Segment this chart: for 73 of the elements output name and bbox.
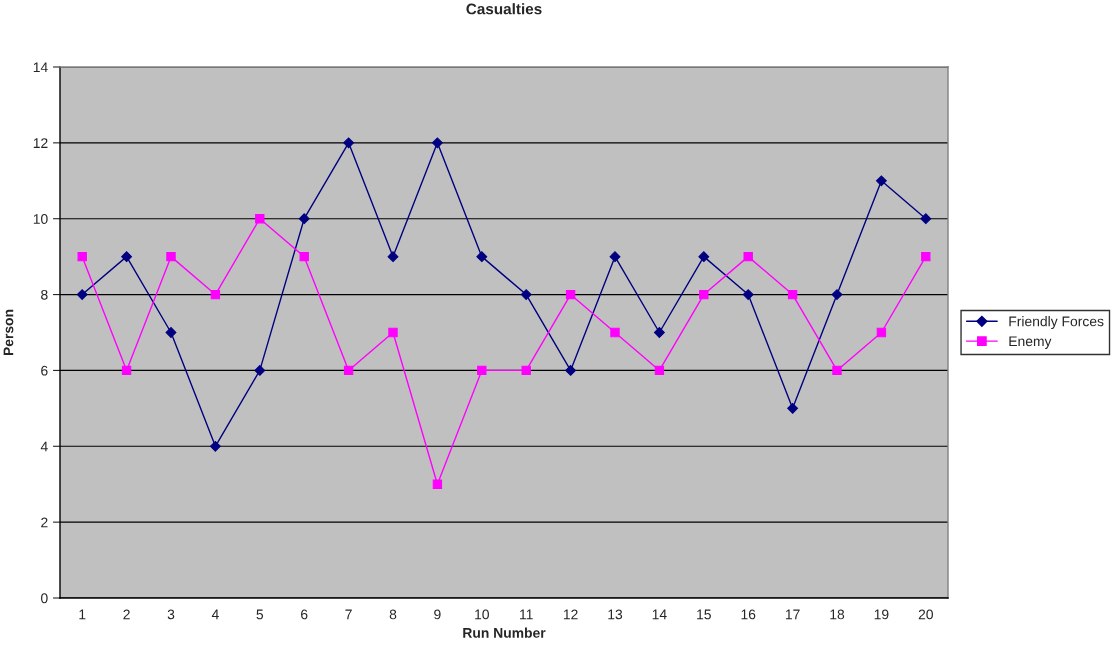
point: [210, 289, 221, 300]
point: [299, 251, 309, 262]
point: [165, 327, 177, 338]
y-tick-label: 0: [41, 593, 48, 604]
point: [255, 214, 265, 224]
point: [343, 365, 354, 376]
point: [920, 213, 932, 225]
y-tick-label: 10: [33, 214, 48, 224]
chart-title: Casualties: [466, 3, 542, 15]
point: [476, 251, 488, 263]
point: [875, 175, 887, 187]
point: [477, 365, 487, 376]
point: [77, 251, 87, 262]
x-tick-label: 17: [785, 609, 800, 620]
point: [121, 365, 132, 376]
point: [698, 251, 710, 263]
x-tick-label: 19: [874, 609, 889, 620]
point: [787, 289, 798, 300]
point: [76, 289, 88, 300]
point: [388, 327, 398, 338]
point: [209, 440, 221, 452]
point: [298, 213, 310, 225]
x-tick-label: 9: [434, 609, 441, 620]
y-tick-label: 2: [41, 517, 48, 528]
x-tick-label: 13: [608, 609, 623, 620]
x-tick-label: 12: [563, 609, 578, 620]
x-tick-label: 6: [301, 609, 308, 620]
point: [742, 289, 754, 300]
x-tick-label: 8: [389, 609, 397, 620]
point: [654, 365, 665, 376]
point: [609, 251, 621, 263]
point: [876, 327, 887, 338]
x-tick-label: 16: [741, 609, 756, 620]
point: [121, 251, 133, 263]
point: [431, 137, 443, 149]
point: [699, 289, 709, 300]
y-tick-label: 12: [33, 138, 48, 148]
y-tick-label: 8: [41, 289, 48, 300]
point: [565, 289, 576, 300]
legend-label: Friendly Forces: [1009, 316, 1104, 330]
point: [565, 365, 577, 376]
y-tick-label: 14: [33, 62, 48, 73]
x-tick-label: 20: [918, 609, 933, 620]
x-tick-label: 14: [652, 609, 667, 620]
point: [743, 251, 753, 262]
y-axis-title: Person: [3, 309, 14, 356]
x-tick-label: 18: [830, 609, 845, 620]
x-tick-label: 7: [345, 609, 352, 620]
point: [343, 137, 355, 149]
x-tick-label: 4: [211, 609, 219, 620]
x-tick-label: 1: [79, 609, 86, 620]
x-tick-label: 15: [697, 609, 711, 620]
x-tick-label: 5: [256, 609, 264, 620]
point: [254, 365, 266, 376]
point: [432, 479, 443, 489]
point: [653, 327, 665, 338]
point: [521, 365, 531, 376]
legend-label: Enemy: [1009, 336, 1052, 349]
y-tick-label: 6: [41, 365, 48, 376]
x-tick-label: 10: [475, 609, 489, 620]
point: [832, 365, 842, 376]
point: [610, 327, 620, 338]
x-tick-label: 2: [123, 609, 130, 620]
point: [921, 251, 931, 262]
point: [520, 289, 532, 300]
x-tick-label: 11: [520, 609, 533, 620]
point: [831, 289, 843, 300]
y-tick-label: 4: [40, 441, 48, 452]
point: [787, 402, 799, 414]
x-axis-title: Run Number: [463, 627, 546, 638]
point: [387, 251, 399, 263]
x-tick-label: 3: [167, 609, 175, 620]
point: [166, 251, 176, 262]
